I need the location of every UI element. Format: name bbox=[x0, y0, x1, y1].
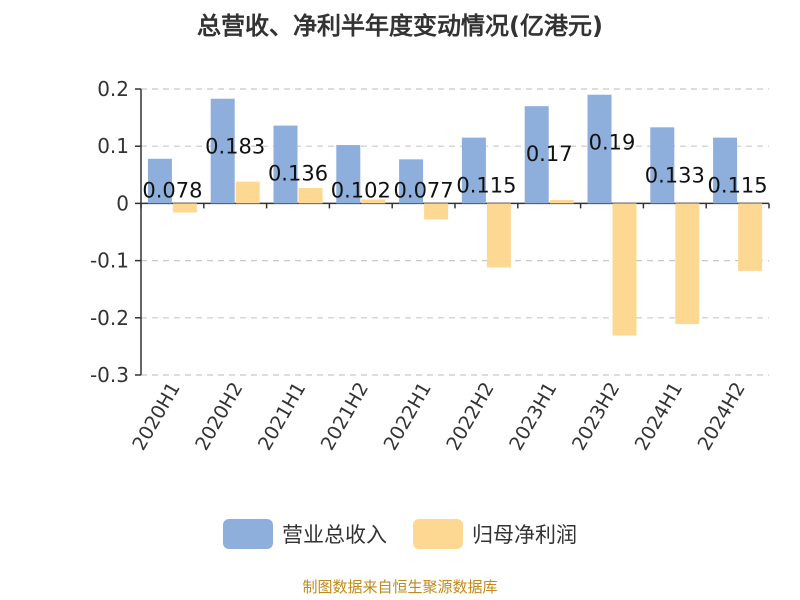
bar-revenue bbox=[210, 98, 235, 204]
legend: 营业总收入 归母净利润 bbox=[0, 519, 800, 549]
x-tick-label: 2023H1 bbox=[505, 379, 561, 455]
x-tick-label: 2024H1 bbox=[631, 379, 687, 455]
data-label-revenue: 0.102 bbox=[331, 178, 391, 202]
bar-revenue bbox=[147, 158, 172, 204]
x-tick-label: 2022H2 bbox=[442, 379, 498, 455]
y-tick-label: 0.2 bbox=[97, 77, 129, 101]
x-tick-label: 2024H2 bbox=[694, 379, 750, 455]
bar-net-profit bbox=[612, 203, 637, 336]
bar-revenue bbox=[650, 127, 675, 204]
y-tick-label: -0.2 bbox=[90, 306, 129, 330]
bar-net-profit bbox=[361, 199, 386, 204]
bars bbox=[147, 94, 763, 336]
y-tick-label: 0.1 bbox=[97, 134, 129, 158]
bar-net-profit bbox=[549, 199, 574, 204]
bar-net-profit bbox=[424, 203, 449, 220]
legend-swatch-revenue bbox=[223, 519, 273, 549]
data-label-revenue: 0.183 bbox=[205, 135, 265, 159]
bar-revenue bbox=[336, 145, 361, 204]
data-label-revenue: 0.133 bbox=[645, 163, 705, 187]
bar-revenue bbox=[273, 125, 298, 204]
legend-label-revenue: 营业总收入 bbox=[282, 523, 387, 547]
grid-lines bbox=[141, 88, 769, 376]
bar-revenue bbox=[524, 106, 549, 204]
data-label-revenue: 0.17 bbox=[526, 142, 573, 166]
bar-net-profit bbox=[298, 187, 323, 204]
x-tick-label: 2021H1 bbox=[254, 379, 310, 455]
x-tick-label: 2023H2 bbox=[568, 379, 624, 455]
x-tick-label: 2020H2 bbox=[191, 379, 247, 455]
bar-revenue bbox=[461, 137, 486, 204]
legend-item-net-profit[interactable]: 归母净利润 bbox=[413, 519, 577, 549]
data-label-revenue: 0.19 bbox=[589, 131, 636, 155]
bar-revenue bbox=[399, 159, 424, 204]
data-label-revenue: 0.078 bbox=[142, 178, 202, 202]
bar-revenue bbox=[587, 94, 612, 204]
x-tick-label: 2022H1 bbox=[380, 379, 436, 455]
data-label-revenue: 0.115 bbox=[456, 174, 516, 198]
source-note: 制图数据来自恒生聚源数据库 bbox=[302, 578, 498, 596]
legend-swatch-net-profit bbox=[413, 519, 463, 549]
data-label-revenue: 0.077 bbox=[394, 178, 454, 202]
bar-revenue bbox=[713, 137, 738, 204]
y-tick-label: -0.3 bbox=[90, 363, 129, 387]
legend-item-revenue[interactable]: 营业总收入 bbox=[223, 519, 387, 549]
legend-label-net-profit: 归母净利润 bbox=[472, 523, 577, 547]
bar-net-profit bbox=[172, 203, 197, 213]
data-label-revenue: 0.115 bbox=[708, 174, 768, 198]
chart-title: 总营收、净利半年度变动情况(亿港元) bbox=[197, 12, 603, 40]
x-tick-label: 2021H2 bbox=[317, 379, 373, 455]
y-tick-label: -0.1 bbox=[90, 249, 129, 273]
bar-net-profit bbox=[235, 181, 260, 204]
bar-net-profit bbox=[675, 203, 700, 325]
bar-net-profit bbox=[486, 203, 511, 268]
data-label-revenue: 0.136 bbox=[268, 162, 328, 186]
y-tick-label: 0 bbox=[116, 191, 129, 215]
bar-net-profit bbox=[738, 203, 763, 271]
x-tick-label: 2020H1 bbox=[128, 379, 184, 455]
